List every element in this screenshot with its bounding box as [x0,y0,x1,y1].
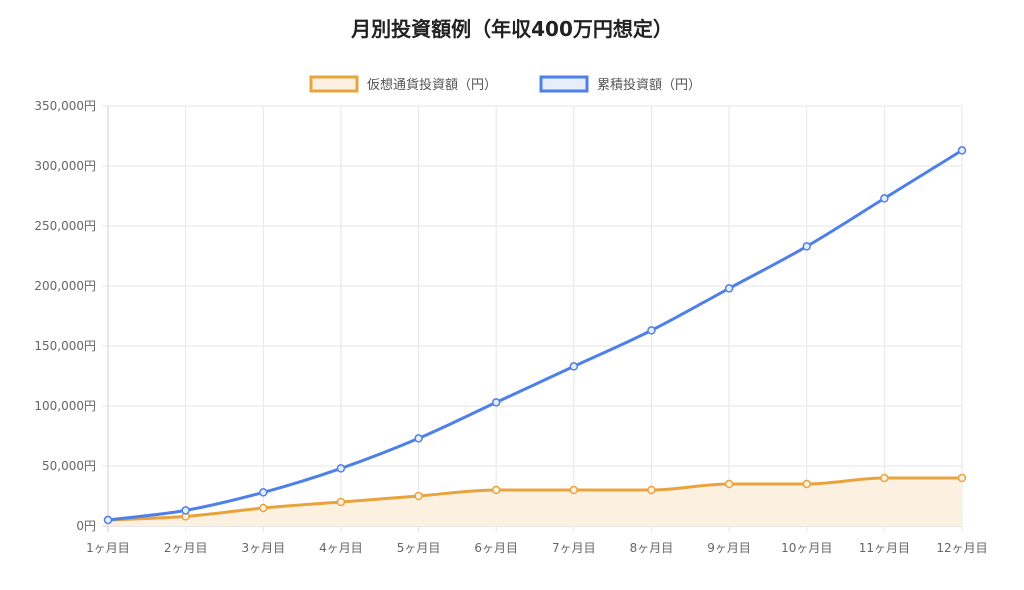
x-tick-label: 10ヶ月目 [781,541,832,555]
data-point [957,146,967,155]
y-tick-label: 50,000円 [42,459,96,473]
legend: 仮想通貨投資額（円） 累積投資額（円） [309,75,701,93]
series-line-0 [107,476,962,522]
x-axis: 1ヶ月目 2ヶ月目 3ヶ月目 4ヶ月目 5ヶ月目 6ヶ月目 7ヶ月目 8ヶ月目 9ヶ月目 10ヶ月… [86,541,987,555]
x-tick-label: 1ヶ月目 [86,541,130,555]
series-area-0 [108,478,962,526]
x-tick-label: 2ヶ月目 [164,541,208,555]
data-point [336,497,346,507]
y-tick-label: 100,000円 [34,399,96,413]
data-point [181,506,190,515]
legend-label: 累積投資額（円） [597,77,701,93]
data-point [491,485,501,495]
y-tick-label: 350,000円 [34,99,96,113]
x-tick-label: 4ヶ月目 [319,541,363,555]
legend-swatch [539,75,589,93]
y-tick-label: 0円 [76,519,96,533]
data-point [414,491,423,501]
data-point [647,326,656,335]
series-line-1 [107,149,963,522]
data-point [569,485,579,495]
data-point [647,485,656,495]
data-point [802,242,811,251]
data-point [491,398,501,407]
x-tick-label: 6ヶ月目 [474,541,518,555]
data-point [802,479,811,489]
legend-swatch [309,75,359,93]
y-tick-label: 250,000円 [34,219,96,233]
data-point [724,284,734,293]
x-tick-label: 8ヶ月目 [630,541,674,555]
x-tick-label: 12ヶ月目 [936,541,987,555]
y-tick-label: 150,000円 [34,339,96,353]
legend-label: 仮想通貨投資額（円） [367,77,497,93]
x-tick-label: 7ヶ月目 [552,541,596,555]
x-tick-label: 3ヶ月目 [241,541,285,555]
data-point [880,194,889,203]
y-axis: 0円 50,000円 100,000円 150,000円 200,000円 250,000… [34,99,96,533]
data-point [569,362,579,371]
data-point [414,434,423,443]
series-layer [103,146,967,526]
chart-title: 月別投資額例（年収400万円想定） [350,17,673,41]
data-point [880,473,889,483]
data-point [336,464,346,473]
data-point [724,479,734,489]
data-point [957,473,967,483]
x-tick-label: 5ヶ月目 [397,541,441,555]
grid [102,105,963,532]
data-point [259,488,268,497]
x-tick-label: 11ヶ月目 [859,541,910,555]
y-tick-label: 200,000円 [34,279,96,293]
x-tick-label: 9ヶ月目 [707,541,751,555]
data-point [103,515,113,525]
data-point [259,503,268,513]
y-tick-label: 300,000円 [34,159,96,173]
